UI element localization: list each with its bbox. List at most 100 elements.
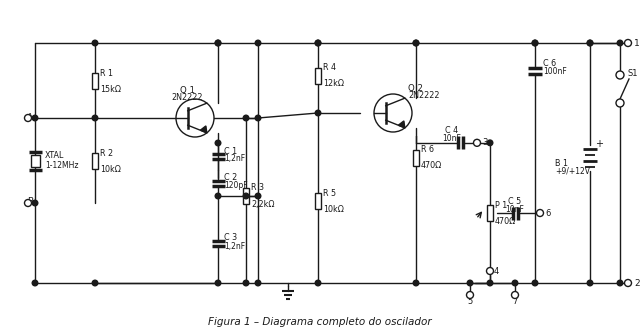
Text: 10nF: 10nF <box>443 134 461 143</box>
Text: 4: 4 <box>494 266 499 275</box>
Text: C 5: C 5 <box>508 196 522 205</box>
Circle shape <box>24 199 31 206</box>
Polygon shape <box>200 126 207 133</box>
Circle shape <box>588 280 593 286</box>
Text: XTAL: XTAL <box>45 152 65 161</box>
Text: P 1: P 1 <box>495 200 508 209</box>
Bar <box>92 73 98 89</box>
Bar <box>413 150 419 166</box>
Circle shape <box>215 140 221 146</box>
Circle shape <box>467 280 473 286</box>
Circle shape <box>215 193 221 199</box>
Text: 15kΩ: 15kΩ <box>100 85 121 94</box>
Text: 470Ω: 470Ω <box>421 161 442 170</box>
Text: 6: 6 <box>545 208 550 217</box>
Text: Q 2: Q 2 <box>408 85 423 94</box>
Circle shape <box>512 280 518 286</box>
Text: A: A <box>27 113 33 122</box>
Text: 5: 5 <box>467 296 472 305</box>
Text: 10kΩ: 10kΩ <box>100 165 121 173</box>
Text: B 1: B 1 <box>555 159 568 167</box>
Text: 470Ω: 470Ω <box>495 216 516 225</box>
Text: 100nF: 100nF <box>543 67 567 76</box>
Text: Q 1: Q 1 <box>179 87 195 96</box>
Circle shape <box>617 280 623 286</box>
Circle shape <box>92 40 98 46</box>
Circle shape <box>413 40 419 46</box>
Text: 1,2nF: 1,2nF <box>224 155 245 164</box>
Polygon shape <box>398 121 404 128</box>
Circle shape <box>467 291 474 298</box>
Text: 3: 3 <box>482 138 488 147</box>
Circle shape <box>486 267 493 274</box>
Text: 12kΩ: 12kΩ <box>323 80 344 89</box>
Bar <box>31 155 40 167</box>
Circle shape <box>625 40 632 47</box>
Text: 7: 7 <box>512 296 518 305</box>
Text: +: + <box>595 139 603 149</box>
Text: 120pF: 120pF <box>224 181 248 190</box>
Text: C 2: C 2 <box>224 173 237 182</box>
Circle shape <box>315 110 321 116</box>
Circle shape <box>243 193 249 199</box>
Circle shape <box>487 280 493 286</box>
Circle shape <box>413 280 419 286</box>
Circle shape <box>532 40 538 46</box>
Circle shape <box>374 94 412 132</box>
Text: 2N2222: 2N2222 <box>172 93 203 102</box>
Circle shape <box>474 139 481 146</box>
Circle shape <box>243 280 249 286</box>
Text: R 3: R 3 <box>251 183 264 192</box>
Circle shape <box>616 99 624 107</box>
Circle shape <box>255 280 261 286</box>
Text: C 1: C 1 <box>224 147 237 156</box>
Circle shape <box>255 115 261 121</box>
Text: 2N2222: 2N2222 <box>408 92 440 101</box>
Text: 10kΩ: 10kΩ <box>323 204 344 213</box>
Circle shape <box>315 40 321 46</box>
Bar <box>243 188 249 204</box>
Bar <box>315 68 321 84</box>
Text: C 3: C 3 <box>224 233 237 242</box>
Circle shape <box>511 291 518 298</box>
Text: B: B <box>27 197 33 206</box>
Circle shape <box>32 115 38 121</box>
Circle shape <box>24 115 31 122</box>
Text: Figura 1 – Diagrama completo do oscilador: Figura 1 – Diagrama completo do oscilado… <box>208 317 432 327</box>
Circle shape <box>215 280 221 286</box>
Circle shape <box>92 115 98 121</box>
Text: C 4: C 4 <box>445 126 459 135</box>
Circle shape <box>32 200 38 206</box>
Text: 10nF: 10nF <box>506 204 524 213</box>
Circle shape <box>532 280 538 286</box>
Circle shape <box>532 40 538 46</box>
Bar <box>487 205 493 221</box>
Circle shape <box>413 40 419 46</box>
Text: S1: S1 <box>627 69 637 78</box>
Circle shape <box>32 280 38 286</box>
Circle shape <box>176 99 214 137</box>
Circle shape <box>536 209 543 216</box>
Circle shape <box>588 40 593 46</box>
Circle shape <box>588 40 593 46</box>
Bar <box>315 193 321 209</box>
Text: R 2: R 2 <box>100 149 113 158</box>
Circle shape <box>215 40 221 46</box>
Circle shape <box>616 71 624 79</box>
Circle shape <box>255 193 261 199</box>
Text: 1-12MHz: 1-12MHz <box>45 162 79 170</box>
Circle shape <box>315 40 321 46</box>
Circle shape <box>617 40 623 46</box>
Text: C 6: C 6 <box>543 59 556 68</box>
Bar <box>92 153 98 169</box>
Text: 1,2nF: 1,2nF <box>224 241 245 250</box>
Circle shape <box>92 280 98 286</box>
Text: 2,2kΩ: 2,2kΩ <box>251 199 275 208</box>
Text: +9/+12V: +9/+12V <box>555 166 590 175</box>
Text: R 6: R 6 <box>421 145 434 154</box>
Circle shape <box>243 115 249 121</box>
Text: R 5: R 5 <box>323 188 336 197</box>
Text: 1: 1 <box>634 39 640 48</box>
Text: R 1: R 1 <box>100 69 113 78</box>
Text: R 4: R 4 <box>323 64 336 73</box>
